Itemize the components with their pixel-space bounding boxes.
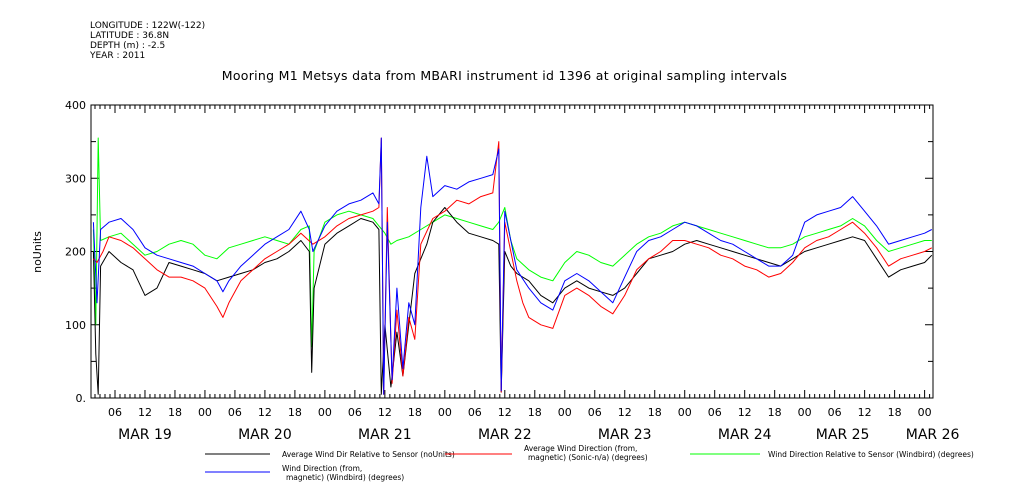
year-label: YEAR : 2011	[90, 51, 146, 61]
x-tick-label: 12	[738, 406, 752, 419]
x-tick-label: 12	[138, 406, 152, 419]
x-tick-label: 00	[438, 406, 452, 419]
x-tick-label: 12	[498, 406, 512, 419]
metadata-block: LONGITUDE : 122W(-122) LATITUDE : 36.8N …	[90, 21, 205, 61]
x-tick-label: 18	[528, 406, 542, 419]
series-line-0	[92, 207, 933, 395]
y-tick-label: 0.	[76, 392, 87, 405]
x-date-label: MAR 19	[118, 427, 172, 443]
x-tick-label: 12	[618, 406, 632, 419]
x-tick-label: 06	[708, 406, 722, 419]
x-tick-label: 18	[168, 406, 182, 419]
x-date-label: MAR 20	[238, 427, 292, 443]
legend-label-line2: magnetic) (Sonic-n/a) (degrees)	[528, 453, 648, 462]
x-tick-label: 06	[108, 406, 122, 419]
x-date-label: MAR 25	[816, 427, 870, 443]
x-tick-label: 06	[828, 406, 842, 419]
legend-label: Average Wind Direction (from,	[524, 444, 637, 453]
x-tick-label: 00	[558, 406, 572, 419]
legend: Average Wind Dir Relative to Sensor (noU…	[205, 444, 974, 482]
legend-label: Average Wind Dir Relative to Sensor (noU…	[282, 450, 455, 459]
chart-title: Mooring M1 Metsys data from MBARI instru…	[221, 68, 788, 83]
y-tick-label: 100	[65, 319, 86, 332]
series-line-2	[92, 137, 932, 348]
x-tick-label: 00	[198, 406, 212, 419]
x-tick-label: 00	[318, 406, 332, 419]
x-date-label: MAR 24	[718, 427, 772, 443]
x-tick-label: 06	[468, 406, 482, 419]
x-tick-label: 18	[288, 406, 302, 419]
x-date-label: MAR 22	[478, 427, 532, 443]
x-tick-label: 00	[918, 406, 932, 419]
x-tick-label: 18	[888, 406, 902, 419]
y-axis-label: noUnits	[31, 231, 44, 273]
x-tick-label: 06	[228, 406, 242, 419]
x-tick-label: 12	[258, 406, 272, 419]
latitude-label: LATITUDE : 36.8N	[90, 31, 170, 41]
y-tick-label: 200	[65, 246, 86, 259]
x-tick-label: 18	[408, 406, 422, 419]
legend-label: Wind Direction Relative to Sensor (Windb…	[768, 450, 974, 459]
x-date-label: MAR 23	[598, 427, 652, 443]
x-tick-label: 00	[798, 406, 812, 419]
legend-label: Wind Direction (from,	[282, 464, 362, 473]
x-axis: 06 12 18 00 06 12 18 00 06 12 18 00 06 12 18 00 06 12 18 00…	[94, 105, 960, 443]
depth-label: DEPTH (m) : -2.5	[90, 41, 166, 51]
x-tick-label: 06	[348, 406, 362, 419]
x-tick-label: 00	[678, 406, 692, 419]
x-date-label: MAR 26	[906, 427, 960, 443]
x-tick-label: 18	[768, 406, 782, 419]
series-line-1	[93, 137, 933, 395]
series-line-3	[92, 137, 933, 395]
x-tick-label: 12	[858, 406, 872, 419]
x-tick-label: 12	[378, 406, 392, 419]
longitude-label: LONGITUDE : 122W(-122)	[90, 21, 206, 31]
y-tick-label: 400	[65, 99, 86, 112]
x-tick-label: 06	[588, 406, 602, 419]
plot-frame	[90, 104, 934, 399]
legend-label-line2: magnetic) (Windbird) (degrees)	[286, 473, 404, 482]
x-date-label: MAR 21	[358, 427, 412, 443]
y-tick-label: 300	[65, 172, 86, 185]
series-group	[92, 137, 933, 395]
x-tick-label: 18	[648, 406, 662, 419]
